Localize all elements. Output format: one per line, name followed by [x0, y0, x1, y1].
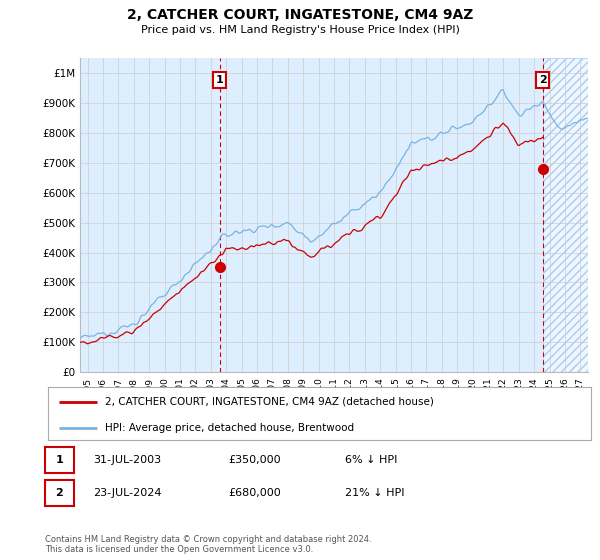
Text: £680,000: £680,000: [228, 488, 281, 498]
Text: HPI: Average price, detached house, Brentwood: HPI: Average price, detached house, Bren…: [105, 423, 354, 433]
Text: 2, CATCHER COURT, INGATESTONE, CM4 9AZ: 2, CATCHER COURT, INGATESTONE, CM4 9AZ: [127, 8, 473, 22]
Text: 1: 1: [56, 455, 63, 465]
Text: 2, CATCHER COURT, INGATESTONE, CM4 9AZ (detached house): 2, CATCHER COURT, INGATESTONE, CM4 9AZ (…: [105, 397, 434, 407]
Text: 1: 1: [216, 75, 224, 85]
Text: 6% ↓ HPI: 6% ↓ HPI: [345, 455, 397, 465]
Text: 31-JUL-2003: 31-JUL-2003: [93, 455, 161, 465]
Text: 2: 2: [56, 488, 63, 498]
Bar: [543, 58, 588, 372]
Text: Contains HM Land Registry data © Crown copyright and database right 2024.
This d: Contains HM Land Registry data © Crown c…: [45, 535, 371, 554]
Text: Price paid vs. HM Land Registry's House Price Index (HPI): Price paid vs. HM Land Registry's House …: [140, 25, 460, 35]
Text: 23-JUL-2024: 23-JUL-2024: [93, 488, 161, 498]
Bar: [543, 58, 588, 372]
Text: 21% ↓ HPI: 21% ↓ HPI: [345, 488, 404, 498]
Text: 2: 2: [539, 75, 547, 85]
Text: £350,000: £350,000: [228, 455, 281, 465]
